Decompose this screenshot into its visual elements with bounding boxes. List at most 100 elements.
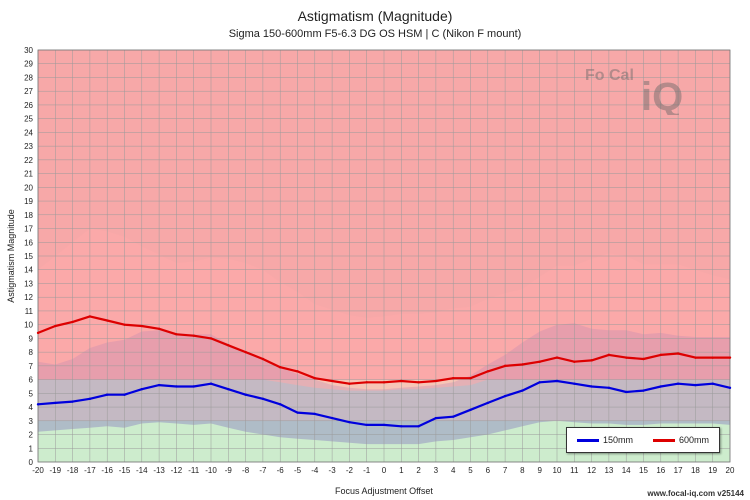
x-tick-label: -4 — [311, 466, 319, 475]
data-point-150mm — [555, 379, 559, 383]
data-point-150mm — [711, 382, 714, 385]
y-tick-label: 25 — [24, 115, 33, 124]
y-tick-label: 19 — [24, 197, 33, 206]
data-point-150mm — [503, 394, 507, 398]
x-tick-label: -19 — [50, 466, 62, 475]
data-point-600mm — [296, 370, 299, 373]
x-tick-label: -12 — [171, 466, 183, 475]
x-tick-label: -2 — [346, 466, 354, 475]
x-tick-label: -1 — [363, 466, 371, 475]
y-tick-label: 18 — [24, 211, 33, 220]
x-tick-label: -14 — [136, 466, 148, 475]
y-tick-label: 6 — [29, 376, 34, 385]
x-tick-label: 1 — [399, 466, 404, 475]
data-point-150mm — [676, 382, 680, 385]
y-tick-label: 10 — [24, 321, 33, 330]
data-point-150mm — [469, 408, 472, 412]
x-tick-label: 20 — [726, 466, 735, 475]
x-tick-label: -13 — [153, 466, 165, 475]
data-point-150mm — [244, 393, 247, 396]
data-point-600mm — [36, 331, 40, 335]
y-tick-label: 8 — [29, 348, 34, 357]
x-tick-label: 8 — [520, 466, 525, 475]
axis-ticks: -20 -19 -18 -17 -16 -15 -14 -13 -12 -11 -10 -9 -8 -7-… — [24, 46, 735, 475]
data-point-150mm — [279, 403, 282, 406]
x-tick-label: -8 — [242, 466, 250, 475]
data-point-600mm — [607, 353, 611, 357]
x-tick-label: -5 — [294, 466, 302, 475]
series-lines — [36, 315, 732, 428]
data-point-600mm — [140, 324, 143, 328]
data-point-150mm — [400, 425, 403, 428]
data-point-150mm — [296, 411, 299, 414]
data-point-150mm — [434, 416, 438, 420]
x-tick-label: 19 — [708, 466, 717, 475]
chart-title: Astigmatism (Magnitude) — [297, 8, 453, 24]
legend-item-150mm: 150mm — [576, 435, 633, 445]
legend-swatch-150mm — [576, 438, 599, 442]
legend-swatch-600mm — [652, 438, 675, 442]
data-point-600mm — [330, 379, 334, 383]
data-point-150mm — [590, 385, 593, 388]
y-tick-label: 5 — [29, 389, 34, 398]
x-tick-label: -20 — [32, 466, 44, 475]
data-point-150mm — [227, 388, 230, 391]
data-point-150mm — [71, 400, 74, 403]
data-point-150mm — [694, 383, 697, 387]
data-point-600mm — [486, 370, 489, 373]
data-point-150mm — [313, 412, 316, 416]
data-point-600mm — [694, 356, 697, 359]
x-tick-label: 15 — [639, 466, 648, 475]
data-point-150mm — [365, 423, 368, 427]
x-tick-label: -17 — [84, 466, 96, 475]
y-tick-label: 21 — [24, 170, 33, 179]
data-point-150mm — [192, 385, 195, 388]
focal-iq-logo: Fo Cal iQ — [585, 60, 710, 120]
x-tick-label: 10 — [553, 466, 562, 475]
data-point-600mm — [452, 377, 455, 380]
data-point-600mm — [503, 364, 507, 368]
data-point-600mm — [365, 381, 368, 384]
data-point-150mm — [106, 393, 109, 396]
x-tick-label: 14 — [622, 466, 631, 475]
data-point-600mm — [434, 379, 438, 383]
logo-text-fo: Fo — [585, 67, 605, 84]
data-point-600mm — [192, 334, 195, 337]
x-tick-label: 7 — [503, 466, 508, 475]
x-tick-label: 18 — [691, 466, 700, 475]
y-tick-label: 1 — [29, 444, 34, 453]
x-tick-label: -10 — [205, 466, 217, 475]
y-tick-label: 23 — [24, 142, 33, 151]
y-tick-label: 12 — [24, 293, 33, 302]
y-tick-label: 27 — [24, 87, 33, 96]
data-point-600mm — [348, 382, 351, 385]
logo-text-cal: Cal — [609, 67, 634, 84]
data-point-150mm — [625, 390, 628, 394]
y-tick-label: 17 — [24, 225, 33, 234]
chart-subtitle: Sigma 150-600mm F5-6.3 DG OS HSM | C (Ni… — [228, 28, 522, 40]
data-point-600mm — [711, 356, 714, 359]
plot-border — [37, 49, 731, 463]
data-point-600mm — [382, 381, 386, 384]
legend-label-150mm: 150mm — [602, 435, 633, 445]
data-point-600mm — [175, 333, 178, 336]
data-point-150mm — [382, 423, 386, 427]
data-point-150mm — [573, 382, 576, 385]
y-tick-label: 29 — [24, 60, 33, 69]
data-point-600mm — [123, 323, 126, 326]
data-point-600mm — [625, 356, 628, 359]
chart-legend: 150mm 600mm — [566, 427, 720, 453]
x-tick-label: 16 — [656, 466, 665, 475]
data-point-600mm — [244, 350, 247, 354]
grid-lines — [37, 49, 731, 463]
data-point-150mm — [659, 385, 662, 388]
data-point-150mm — [157, 383, 161, 387]
data-point-150mm — [728, 386, 732, 390]
data-point-150mm — [36, 403, 40, 406]
data-point-600mm — [642, 357, 645, 361]
data-point-600mm — [261, 357, 265, 361]
data-point-600mm — [590, 359, 593, 362]
data-point-600mm — [469, 377, 472, 380]
data-point-600mm — [88, 315, 92, 318]
data-point-600mm — [555, 356, 559, 359]
